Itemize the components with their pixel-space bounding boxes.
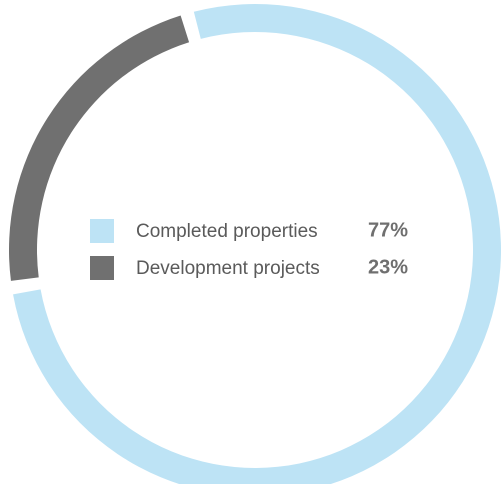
legend-swatch [90,219,114,243]
legend-value: 77% [368,219,408,241]
legend-label: Development projects [136,258,320,279]
legend-value: 23% [368,256,408,278]
legend-swatch [90,256,114,280]
legend-label: Completed properties [136,221,318,242]
donut-segment [9,15,190,281]
